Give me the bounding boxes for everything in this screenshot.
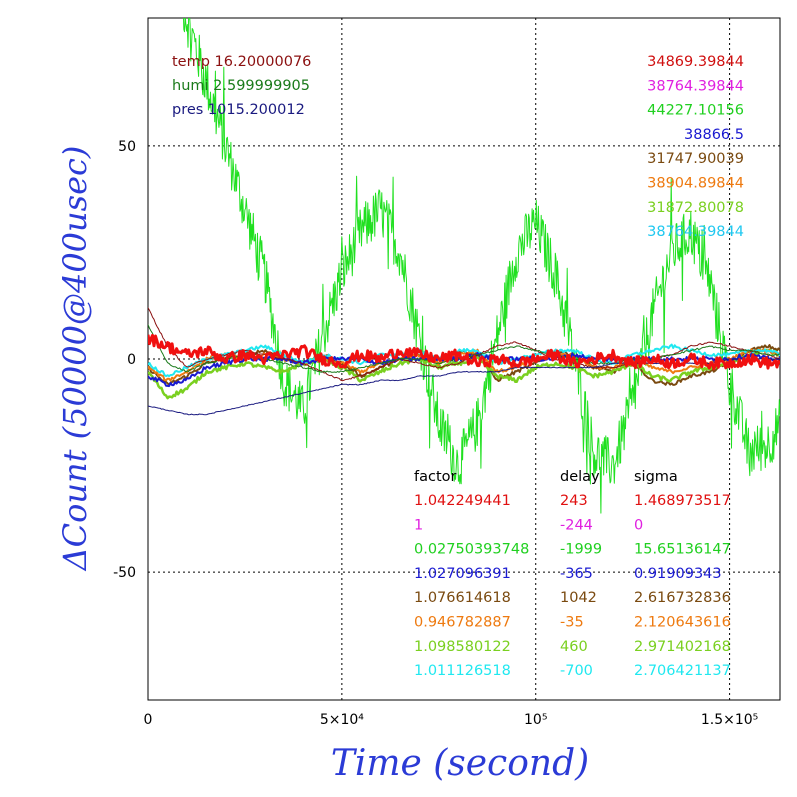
- env-label: pres 1015.200012: [172, 102, 305, 118]
- x-tick-label: 10⁵: [524, 712, 547, 728]
- table-header: factor: [414, 469, 457, 485]
- table-cell-sigma: 2.971402168: [634, 639, 731, 655]
- table-cell-factor: 0.02750393748: [414, 542, 529, 558]
- table-cell-sigma: 1.468973517: [634, 493, 731, 509]
- table-cell-sigma: 0: [634, 517, 643, 533]
- table-cell-factor: 1.027096391: [414, 566, 511, 582]
- y-tick-label: 50: [118, 139, 136, 155]
- table-cell-sigma: 0.91909343: [634, 566, 722, 582]
- channel-value: 38764.39844: [647, 224, 744, 240]
- table-cell-factor: 1.076614618: [414, 590, 511, 606]
- y-tick-label: 0: [127, 352, 136, 368]
- table-cell-factor: 1.098580122: [414, 639, 511, 655]
- table-cell-delay: 460: [560, 639, 588, 655]
- channel-value: 38764.39844: [647, 78, 744, 94]
- table-cell-delay: -244: [560, 517, 593, 533]
- series-line: [148, 343, 780, 378]
- series-group: [148, 18, 780, 514]
- series-line: [148, 348, 780, 400]
- env-label: humi 2.599999905: [172, 78, 310, 94]
- table-cell-sigma: 2.706421137: [634, 663, 731, 679]
- env-label: temp 16.20000076: [172, 54, 311, 70]
- y-axis-label: ΔCount (50000@400usec): [56, 146, 94, 573]
- table-cell-sigma: 2.616732836: [634, 590, 731, 606]
- x-tick-label: 0: [144, 712, 153, 728]
- x-tick-label: 5×10⁴: [320, 712, 364, 728]
- table-cell-sigma: 2.120643616: [634, 615, 731, 631]
- table-cell-delay: 1042: [560, 590, 597, 606]
- channel-value: 31747.90039: [647, 151, 744, 167]
- channel-value: 44227.10156: [647, 103, 744, 119]
- table-cell-factor: 0.946782887: [414, 615, 511, 631]
- table-cell-delay: -365: [560, 566, 593, 582]
- table-cell-delay: -700: [560, 663, 593, 679]
- series-line: [183, 18, 780, 514]
- channel-values: 34869.39844 38764.39844 44227.10156 38866.5…: [647, 54, 744, 240]
- table-cell-factor: 1: [414, 517, 423, 533]
- x-axis-label: Time (second): [331, 743, 589, 784]
- series-line: [148, 333, 780, 371]
- table-header: delay: [560, 469, 600, 485]
- table-cell-delay: -1999: [560, 542, 602, 558]
- y-tick-label: -50: [113, 565, 136, 581]
- table-cell-sigma: 15.65136147: [634, 542, 731, 558]
- x-tick-label: 1.5×10⁵: [701, 712, 758, 728]
- tick-labels: 0 5×10⁴ 10⁵ 1.5×10⁵ 50 0 -50: [113, 139, 758, 728]
- parameter-table: factor delay sigma 1.042249441 243 1.46897351…: [414, 469, 731, 679]
- channel-value: 31872.80078: [647, 200, 744, 216]
- table-cell-delay: 243: [560, 493, 588, 509]
- environment-labels: temp 16.20000076 humi 2.599999905 pres 101…: [172, 54, 311, 118]
- channel-value: 38866.5: [684, 127, 744, 143]
- table-header: sigma: [634, 469, 678, 485]
- channel-value: 34869.39844: [647, 54, 744, 70]
- channel-value: 38904.89844: [647, 176, 744, 192]
- table-cell-factor: 1.042249441: [414, 493, 511, 509]
- table-cell-delay: -35: [560, 615, 584, 631]
- table-cell-factor: 1.011126518: [414, 663, 511, 679]
